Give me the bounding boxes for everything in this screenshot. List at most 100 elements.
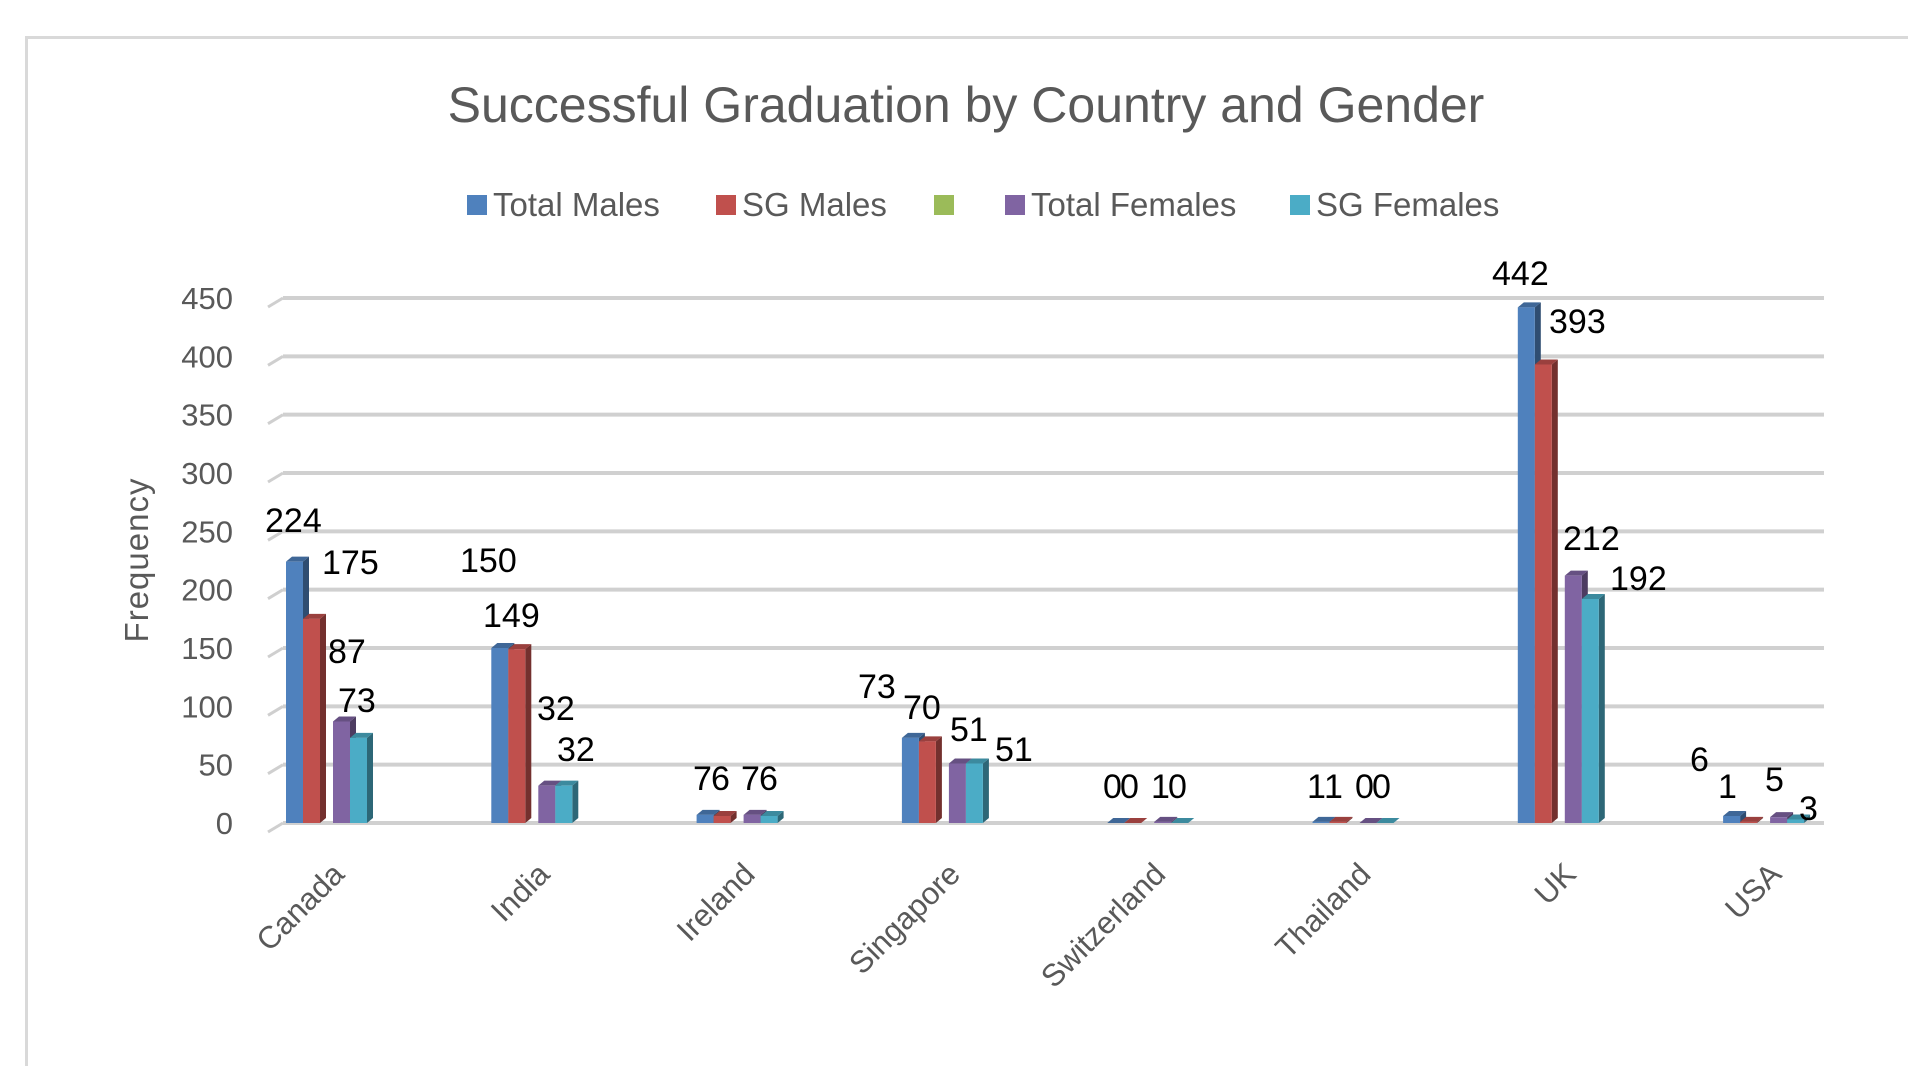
bar-front [713,816,731,823]
bar-side [367,732,373,823]
data-label: 212 [1563,520,1620,558]
data-label: 6 [711,760,730,798]
y-tick-label: 200 [181,573,233,608]
y-tick-label: 400 [181,339,233,374]
bar-side [525,644,532,823]
bar-front [901,737,919,823]
y-tick-label: 150 [181,631,233,666]
data-label: 87 [328,633,366,671]
legend-item: SG Males [716,186,887,223]
data-label: 0 [1372,768,1391,806]
data-label: 51 [995,731,1033,769]
bar-front [1517,307,1535,823]
bar-top [1581,594,1605,599]
legend-swatch [1005,195,1025,215]
y-tick-label: 250 [181,514,233,549]
data-label: 73 [858,668,896,706]
bar [1124,818,1148,823]
bar-top [1124,818,1148,823]
bar-top [333,716,356,722]
gridline-depth [267,413,284,425]
bar-top [1534,359,1558,365]
bar-top [713,811,737,816]
bar-side [1346,816,1353,823]
bar-top [491,643,515,648]
bar-front [696,814,714,823]
legend-label: SG Females [1316,186,1499,223]
gridline-depth [267,821,284,834]
x-tick-label: India [484,856,557,929]
bar-front [1534,364,1552,823]
gridline-depth [267,355,284,367]
legend-label: Total Males [493,186,660,223]
bar-top [555,780,579,786]
data-label: 224 [265,502,322,540]
gridline-depth [267,530,284,542]
x-tick-label: Singapore [842,856,967,981]
legend-swatch [716,195,736,215]
bar [555,780,579,823]
bar-top [1171,818,1195,823]
bar-top [965,758,989,764]
gridline-depth [267,471,284,484]
bar-front [1312,821,1330,823]
gridline-depth [267,588,284,600]
bar-side [572,780,579,823]
bar-front [1329,821,1347,823]
bar-front [1770,817,1788,823]
data-label: 442 [1492,255,1549,293]
bar-side [320,613,326,823]
data-label: 6 [1690,741,1709,779]
x-tick-label: USA [1718,856,1788,926]
data-label: 1 [1324,768,1343,806]
data-label: 150 [460,542,517,580]
bar-side [730,811,737,823]
y-tick-label: 0 [216,806,233,841]
bar [1154,816,1178,823]
data-label: 0 [1103,768,1122,806]
bar-side [1740,811,1747,823]
bar [1329,816,1353,823]
bar [1723,811,1747,823]
bar-top [1723,811,1747,816]
bar [1787,814,1811,823]
legend-swatch [934,195,954,215]
data-label: 149 [483,597,540,635]
data-label: 70 [903,689,941,727]
bar-side [777,811,784,823]
x-tick-label: Switzerland [1034,856,1172,994]
bar [1376,818,1400,823]
bar-top [918,736,942,742]
bar [760,811,784,823]
x-tick-label: Ireland [670,856,762,948]
bars [286,302,1811,823]
legend: Total Males SG Males Total Females SG Femal… [467,186,1499,223]
data-label: 6 [759,760,778,798]
x-tick-label: Canada [249,856,351,958]
data-label: 175 [322,544,379,582]
bar-top [1359,818,1383,823]
bar-front [555,785,573,823]
bar-front [538,785,556,823]
x-tick-label: Thailand [1269,856,1378,965]
data-label: 0 [1355,768,1374,806]
y-tick-label: 100 [181,689,233,724]
legend-item [934,195,954,215]
data-label: 51 [950,711,988,749]
legend-item: SG Females [1290,186,1499,223]
data-label: 1 [1718,768,1737,806]
y-tick-label: 300 [181,456,233,491]
bar-top [303,613,326,619]
y-axis-ticks: 0 50 100 150 200 250 300 350 400 450 [181,281,233,841]
bar-side [1804,814,1811,823]
bar [350,732,373,823]
bar [508,644,532,823]
bar [303,613,326,823]
bar-front [1787,819,1805,823]
y-tick-label: 350 [181,398,233,433]
legend-swatch [1290,195,1310,215]
bar-top [1787,814,1811,820]
bar-top [948,758,972,764]
bar-front [1740,821,1758,823]
